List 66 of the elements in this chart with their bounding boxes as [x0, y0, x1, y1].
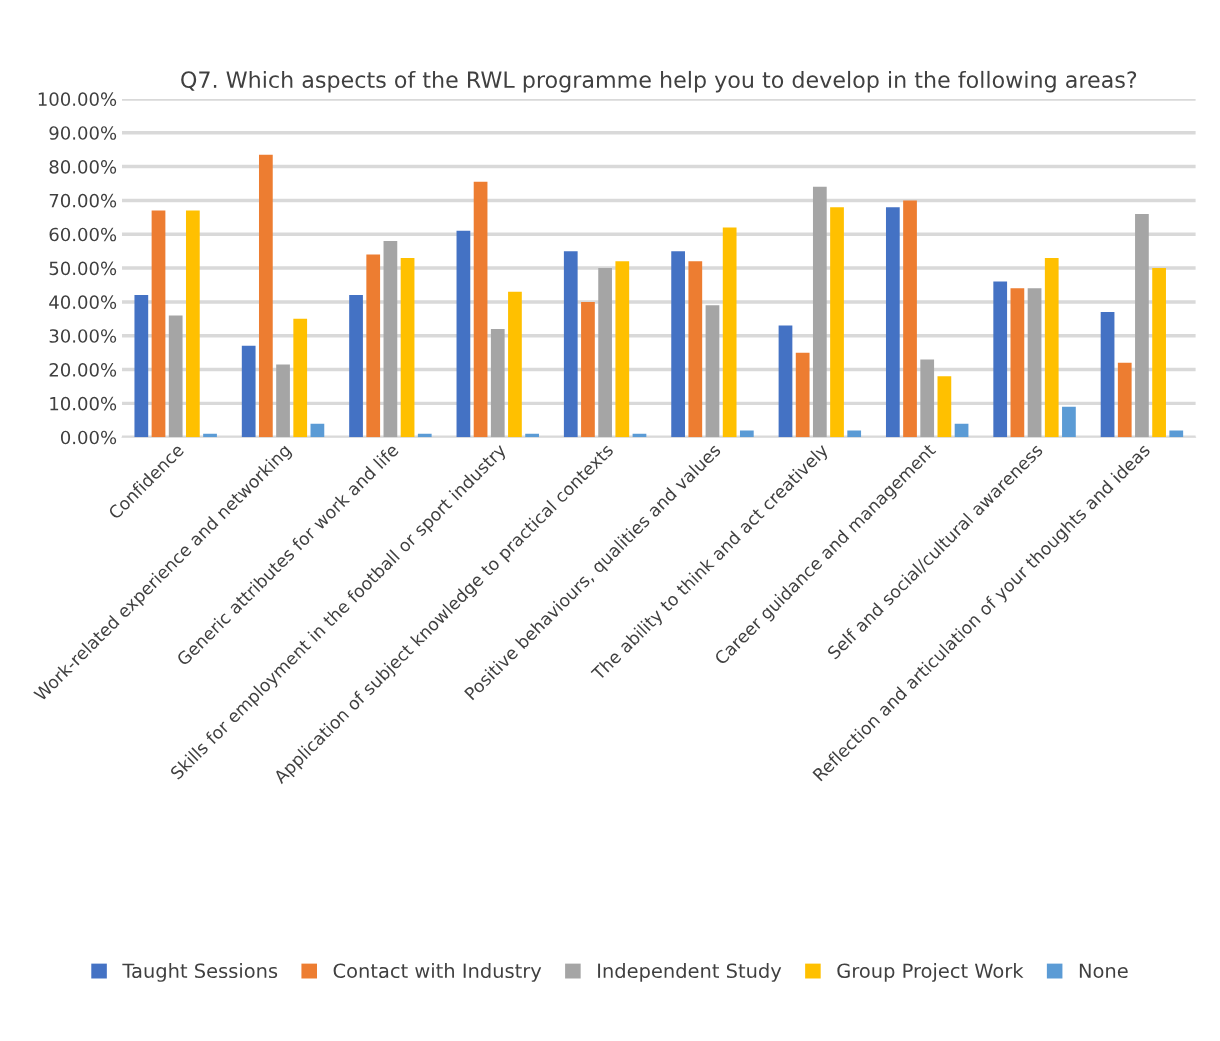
- legend-label: Taught Sessions: [122, 963, 278, 982]
- y-tick-label: 40.00%: [49, 295, 117, 310]
- y-tick-label: 80.00%: [49, 160, 117, 174]
- bar: [1010, 288, 1025, 438]
- bar: [778, 325, 793, 438]
- bar: [185, 210, 200, 438]
- bar: [739, 430, 754, 438]
- bar: [1062, 406, 1076, 438]
- bar: [366, 254, 381, 438]
- bar: [168, 315, 183, 438]
- legend-label: Contact with Industry: [333, 963, 542, 982]
- bar: [937, 376, 952, 438]
- bar: [1117, 362, 1132, 438]
- bar: [203, 433, 217, 438]
- bar: [241, 345, 256, 438]
- chart-title: Q7. Which aspects of the RWL programme help you to develop in the following areas?: [181, 70, 1137, 93]
- bar: [293, 318, 308, 438]
- y-tick-label: 50.00%: [49, 261, 117, 276]
- bar: [795, 352, 810, 438]
- bar: [134, 295, 149, 438]
- bar: [151, 210, 166, 438]
- bar: [1152, 268, 1166, 438]
- bar: [525, 433, 539, 438]
- bar: [722, 227, 737, 438]
- bar: [400, 257, 415, 438]
- bar: [581, 301, 595, 438]
- bar: [598, 268, 612, 438]
- bar: [885, 207, 900, 438]
- legend-label: None: [1079, 963, 1128, 979]
- bar: [473, 181, 488, 438]
- y-tick-label: 70.00%: [49, 193, 117, 208]
- y-tick-label: 0.00%: [60, 430, 117, 445]
- y-tick-label: 20.00%: [49, 363, 117, 377]
- bar: [1027, 288, 1042, 438]
- bar: [417, 433, 432, 438]
- bar: [920, 359, 935, 438]
- bar: [954, 423, 969, 438]
- bar: [830, 207, 844, 438]
- bar: [349, 295, 363, 438]
- bar: [508, 291, 522, 438]
- bar: [615, 261, 630, 438]
- bar: [903, 200, 917, 438]
- bar: [563, 251, 578, 438]
- bar: [671, 251, 685, 438]
- bar: [276, 364, 290, 438]
- bar: [310, 423, 325, 438]
- bar: [258, 154, 273, 438]
- y-tick-label: 10.00%: [50, 396, 117, 411]
- y-tick-label: 100.00%: [38, 92, 117, 107]
- bar: [705, 305, 720, 438]
- bar: [1100, 312, 1115, 438]
- y-tick-label: 90.00%: [49, 126, 117, 140]
- bar: [847, 430, 862, 438]
- y-tick-label: 60.00%: [49, 227, 117, 242]
- bar: [456, 230, 471, 438]
- bar: [812, 186, 827, 438]
- legend-label: Independent Study: [598, 963, 782, 982]
- bar: [1135, 213, 1149, 438]
- bar: [383, 240, 398, 438]
- bar: [688, 261, 703, 438]
- bar: [1044, 257, 1059, 438]
- y-tick-label: 30.00%: [49, 329, 117, 343]
- bar: [1169, 430, 1184, 438]
- bar: [490, 328, 505, 438]
- bar: [993, 281, 1008, 438]
- legend-label: Group Project Work: [837, 963, 1024, 982]
